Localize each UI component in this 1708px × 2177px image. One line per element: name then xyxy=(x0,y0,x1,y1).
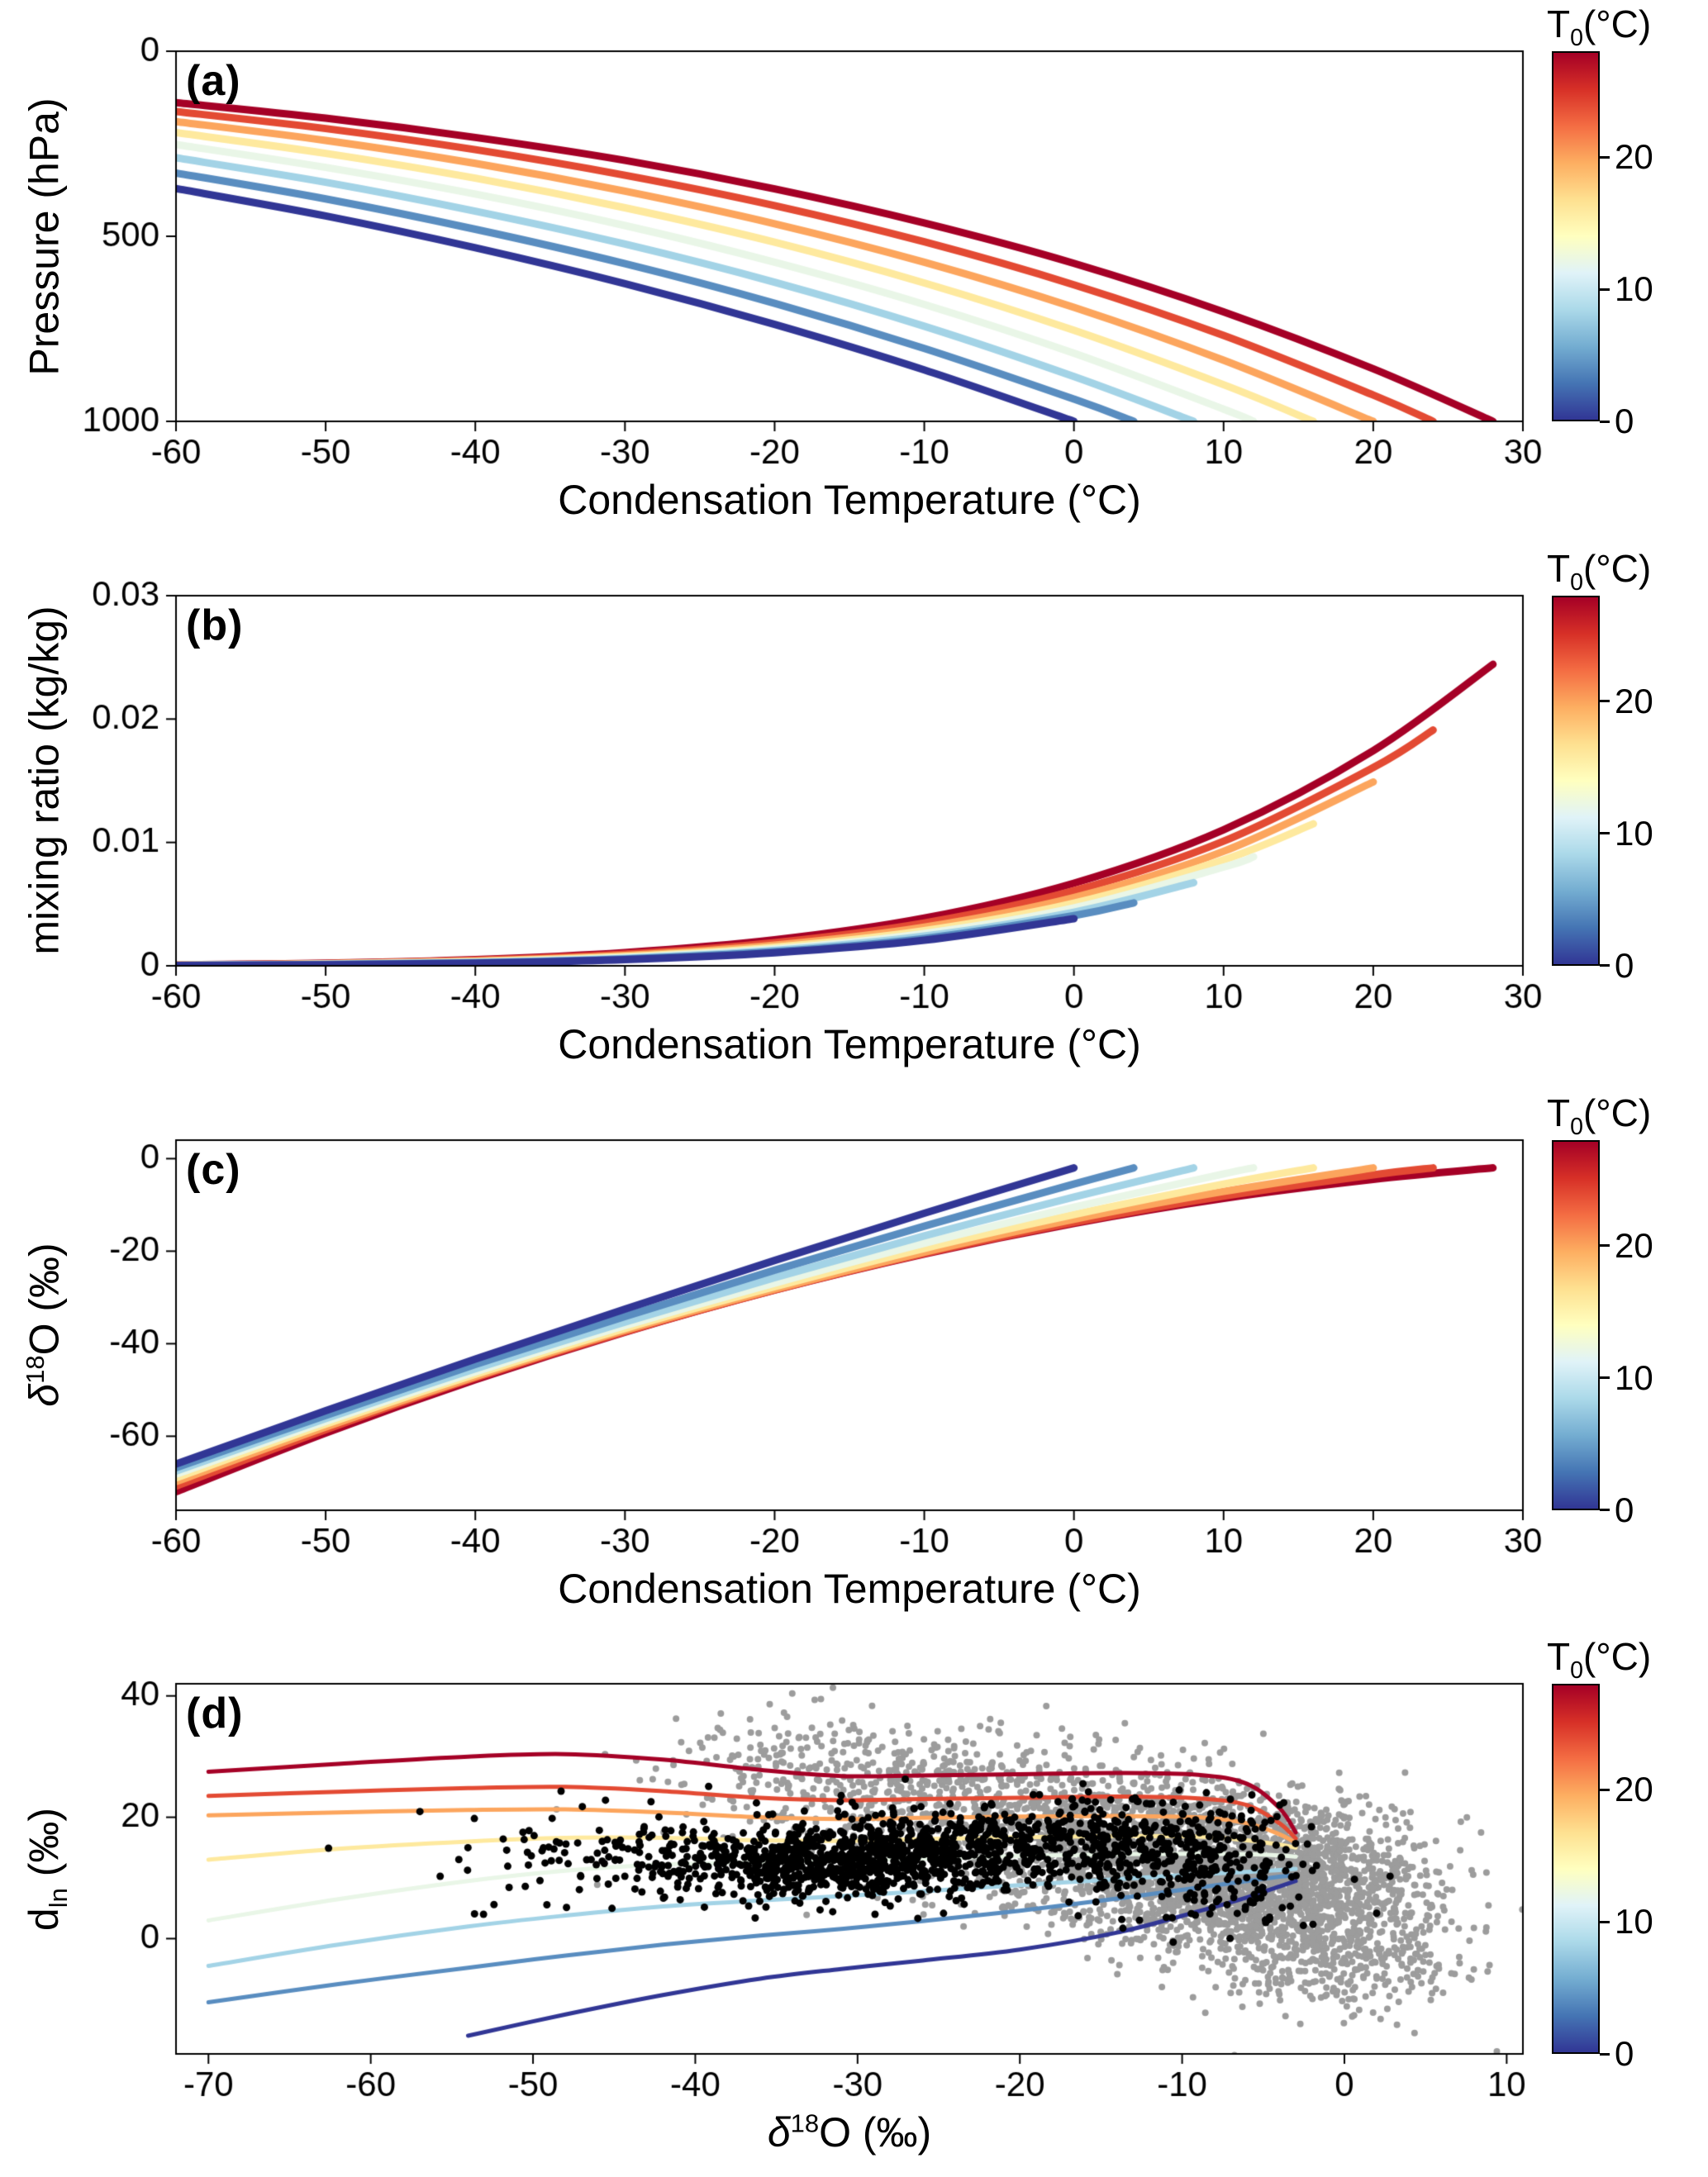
colorbar-gradient xyxy=(1552,595,1600,966)
panel-a: (a) Pressure (hPa) Condensation Temperat… xyxy=(0,0,1708,544)
colorbar-tick xyxy=(1600,1376,1610,1379)
xlabel-text: Condensation Temperature (°C) xyxy=(558,1565,1141,1612)
ylabel-post: O (‰) xyxy=(21,1243,68,1356)
plot-canvas-c xyxy=(0,1088,1708,1633)
colorbar-tick xyxy=(1600,964,1610,967)
colorbar-tick-label: 0 xyxy=(1615,402,1634,440)
colorbar-tick-label: 10 xyxy=(1615,269,1653,308)
colorbar-gradient xyxy=(1552,1684,1600,2055)
y-axis-label-d: dln (‰) xyxy=(2,1684,93,2054)
colorbar-tick-label: 10 xyxy=(1615,1902,1653,1942)
colorbar-title-sub: 0 xyxy=(1570,568,1583,596)
y-axis-label-c: δ18O (‰) xyxy=(2,1140,93,1510)
colorbar-title-sub: 0 xyxy=(1570,1113,1583,1140)
colorbar-tick-label: 10 xyxy=(1615,1357,1653,1397)
ylabel-italic: δ xyxy=(21,1383,68,1407)
colorbar-tick-label: 0 xyxy=(1615,2034,1634,2074)
x-axis-label-d: δ18O (‰) xyxy=(176,2108,1523,2156)
colorbar-title: T0(°C) xyxy=(1547,1091,1651,1141)
ylabel-text: d xyxy=(21,1908,68,1931)
colorbar-gradient xyxy=(1552,51,1600,421)
colorbar-tick xyxy=(1600,700,1610,703)
colorbar-tick-label: 20 xyxy=(1615,137,1653,176)
colorbar-title-text: T xyxy=(1547,2,1571,45)
x-axis-label-a: Condensation Temperature (°C) xyxy=(176,476,1523,524)
colorbar-tick xyxy=(1600,155,1610,159)
panel-d: (d) dln (‰) δ18O (‰) T0(°C) 0 10 20 xyxy=(0,1633,1708,2177)
colorbar-title-post: (°C) xyxy=(1582,546,1652,590)
ylabel-text: Pressure (hPa) xyxy=(21,97,68,376)
colorbar-title-text: T xyxy=(1547,1635,1571,1679)
x-axis-label-b: Condensation Temperature (°C) xyxy=(176,1020,1523,1068)
ylabel-sup: 18 xyxy=(20,1355,50,1384)
colorbar-title-post: (°C) xyxy=(1582,2,1652,45)
panel-b: (b) mixing ratio (kg/kg) Condensation Te… xyxy=(0,544,1708,1089)
colorbar-tick xyxy=(1600,832,1610,835)
colorbar-tick-label: 20 xyxy=(1615,681,1653,720)
colorbar-tick xyxy=(1600,288,1610,291)
colorbar-tick xyxy=(1600,420,1610,423)
colorbar-title: T0(°C) xyxy=(1547,546,1651,597)
y-axis-label-a: Pressure (hPa) xyxy=(2,51,93,421)
y-axis-label-b: mixing ratio (kg/kg) xyxy=(2,596,93,966)
ylabel-text: mixing ratio (kg/kg) xyxy=(21,606,68,955)
colorbar-tick xyxy=(1600,1920,1610,1923)
colorbar-tick-label: 10 xyxy=(1615,813,1653,853)
colorbar-title-sub: 0 xyxy=(1570,1657,1583,1685)
colorbar-title-text: T xyxy=(1547,1091,1571,1134)
xlabel-italic: δ xyxy=(767,2109,791,2156)
colorbar-title-post: (°C) xyxy=(1582,1091,1652,1134)
colorbar-title: T0(°C) xyxy=(1547,1634,1651,1685)
colorbar-tick xyxy=(1600,1509,1610,1511)
colorbar-title: T0(°C) xyxy=(1547,2,1651,52)
colorbar-tick xyxy=(1600,1244,1610,1247)
xlabel-text: Condensation Temperature (°C) xyxy=(558,477,1141,523)
colorbar-tick xyxy=(1600,2052,1610,2056)
colorbar-title-post: (°C) xyxy=(1582,1635,1652,1679)
ylabel-sub: ln xyxy=(44,1887,74,1908)
xlabel-text: Condensation Temperature (°C) xyxy=(558,1020,1141,1067)
colorbar-tick xyxy=(1600,1788,1610,1791)
plot-canvas-b xyxy=(0,544,1708,1089)
plot-canvas-a xyxy=(0,0,1708,544)
panel-label-c: (c) xyxy=(186,1145,241,1194)
colorbar-title-sub: 0 xyxy=(1570,25,1583,52)
panel-label-a: (a) xyxy=(186,57,241,105)
x-axis-label-c: Condensation Temperature (°C) xyxy=(176,1565,1523,1613)
colorbar-tick-label: 20 xyxy=(1615,1770,1653,1809)
panel-c: (c) δ18O (‰) Condensation Temperature (°… xyxy=(0,1088,1708,1633)
xlabel-sup: 18 xyxy=(790,2108,820,2138)
panel-label-d: (d) xyxy=(186,1690,244,1738)
colorbar-tick-label: 0 xyxy=(1615,945,1634,985)
colorbar-title-text: T xyxy=(1547,546,1571,590)
colorbar-tick-label: 20 xyxy=(1615,1225,1653,1265)
ylabel-post: (‰) xyxy=(21,1807,68,1888)
colorbar-tick-label: 0 xyxy=(1615,1490,1634,1529)
panel-label-b: (b) xyxy=(186,601,244,649)
colorbar-gradient xyxy=(1552,1139,1600,1510)
xlabel-post: O (‰) xyxy=(819,2109,932,2156)
plot-canvas-d xyxy=(0,1633,1708,2177)
